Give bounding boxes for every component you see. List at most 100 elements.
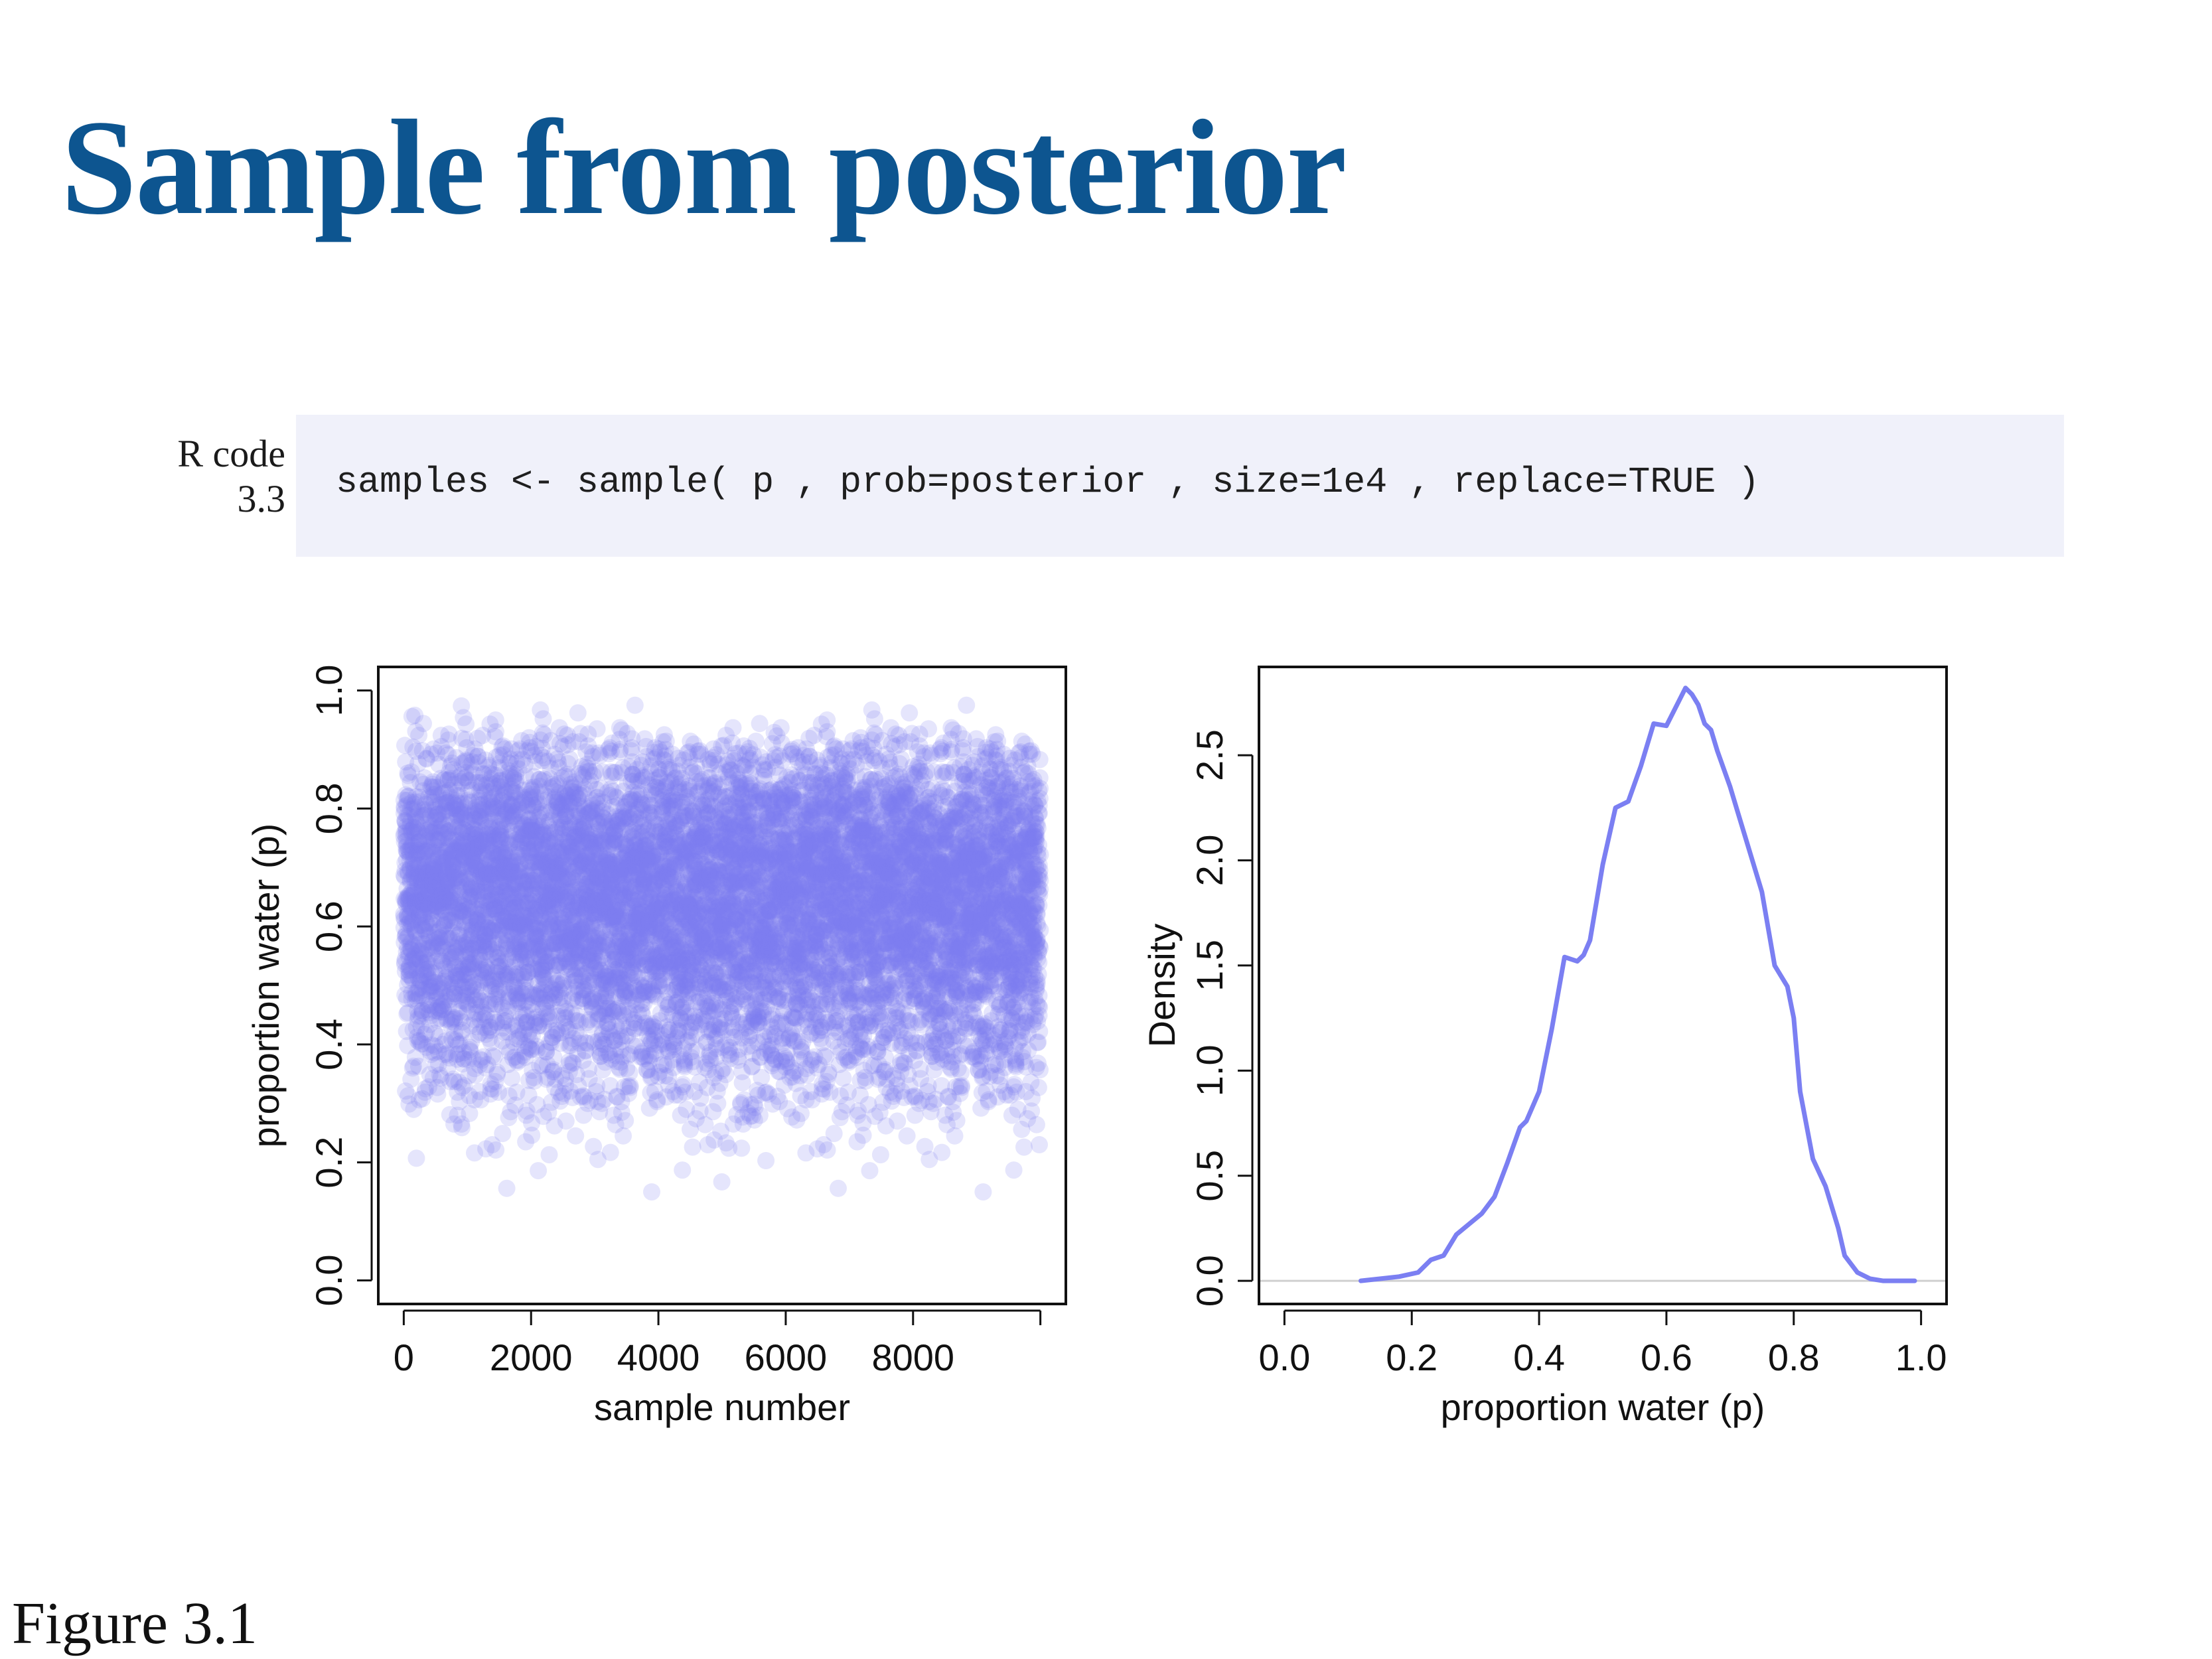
scatter-point	[405, 867, 423, 885]
scatter-point	[429, 849, 447, 867]
scatter-point	[398, 843, 416, 861]
scatter-point	[427, 802, 445, 819]
scatter-point	[410, 987, 428, 1005]
scatter-point	[410, 916, 428, 934]
scatter-point	[416, 891, 434, 908]
scatter-point	[425, 974, 443, 991]
scatter-point	[429, 1043, 447, 1060]
scatter-point	[403, 763, 421, 781]
scatter-point	[431, 988, 449, 1006]
scatter-point	[409, 755, 427, 772]
scatter-point	[419, 864, 437, 882]
scatter-point	[417, 887, 435, 904]
scatter-point	[415, 889, 433, 907]
scatter-point	[416, 842, 434, 860]
scatter-point	[423, 916, 441, 934]
scatter-point	[399, 791, 416, 809]
scatter-point	[427, 865, 444, 883]
scatter-point	[406, 706, 424, 724]
scatter-point	[419, 933, 437, 951]
scatter-point	[427, 897, 445, 914]
scatter-point	[397, 818, 415, 835]
scatter-point	[424, 843, 442, 861]
scatter-point	[421, 807, 439, 825]
scatter-point	[405, 1057, 422, 1075]
scatter-point	[423, 977, 441, 995]
scatter-point	[406, 874, 424, 892]
scatter-point	[397, 786, 415, 804]
scatter-point	[396, 986, 414, 1004]
scatter-point	[684, 1138, 701, 1156]
scatter-point	[404, 900, 421, 918]
scatter-point	[422, 817, 439, 835]
scatter-point	[406, 869, 423, 887]
scatter-point	[419, 843, 437, 861]
scatter-point	[425, 911, 442, 929]
scatter-point	[426, 929, 444, 946]
slide-title: Sample from posterior	[61, 92, 1347, 243]
scatter-point	[429, 898, 447, 916]
scatter-point	[423, 793, 441, 811]
scatter-point	[412, 955, 430, 973]
scatter-point	[402, 837, 420, 855]
scatter-point	[428, 987, 446, 1005]
scatter-point	[569, 704, 587, 722]
scatter-point	[401, 962, 419, 979]
scatter-point	[421, 928, 439, 946]
scatter-point	[427, 952, 445, 970]
scatter-point	[428, 806, 446, 824]
scatter-point	[421, 1043, 439, 1060]
scatter-point	[416, 922, 434, 940]
scatter-point	[404, 837, 422, 855]
scatter-point	[428, 744, 446, 762]
scatter-point	[429, 877, 447, 895]
scatter-point	[414, 981, 431, 999]
scatter-point	[567, 1127, 585, 1145]
scatter-point	[414, 807, 432, 824]
scatter-point	[406, 922, 423, 940]
scatter-point	[415, 862, 433, 880]
scatter-point	[413, 871, 431, 889]
scatter-point	[398, 851, 415, 869]
scatter-point	[421, 1066, 439, 1084]
scatter-point	[424, 933, 442, 951]
scatter-point	[407, 893, 425, 910]
scatter-point	[404, 952, 421, 970]
scatter-point	[415, 801, 433, 819]
scatter-point	[430, 1028, 448, 1046]
scatter-point	[406, 805, 423, 823]
scatter-point	[426, 974, 444, 991]
scatter-point	[429, 831, 447, 849]
scatter-point	[626, 696, 644, 714]
scatter-point	[397, 828, 415, 845]
scatter-point	[417, 914, 435, 932]
scatter-point	[405, 884, 423, 902]
scatter-point	[422, 1046, 440, 1063]
scatter-point	[405, 859, 423, 877]
scatter-point	[402, 884, 420, 902]
scatter-point	[398, 989, 415, 1007]
scatter-point	[487, 1141, 505, 1159]
scatter-point	[411, 845, 429, 863]
scatter-point	[414, 782, 432, 800]
scatter-point	[409, 833, 427, 851]
scatter-point	[540, 1146, 558, 1164]
scatter-point	[425, 838, 443, 856]
scatter-point	[402, 940, 419, 958]
scatter-point	[406, 887, 423, 904]
scatter-point	[399, 788, 417, 806]
scatter-point	[407, 955, 425, 973]
scatter-point	[418, 824, 436, 841]
scatter-point	[406, 985, 424, 1003]
scatter-point	[400, 1087, 417, 1105]
scatter-point	[411, 830, 429, 847]
scatter-point	[416, 807, 434, 824]
scatter-point	[407, 924, 425, 941]
scatter-point	[428, 868, 446, 886]
scatter-point	[396, 956, 413, 973]
scatter-point	[397, 927, 415, 945]
scatter-point	[415, 849, 433, 867]
scatter-point	[424, 846, 442, 864]
scatter-point	[399, 909, 417, 927]
scatter-point	[429, 806, 447, 824]
